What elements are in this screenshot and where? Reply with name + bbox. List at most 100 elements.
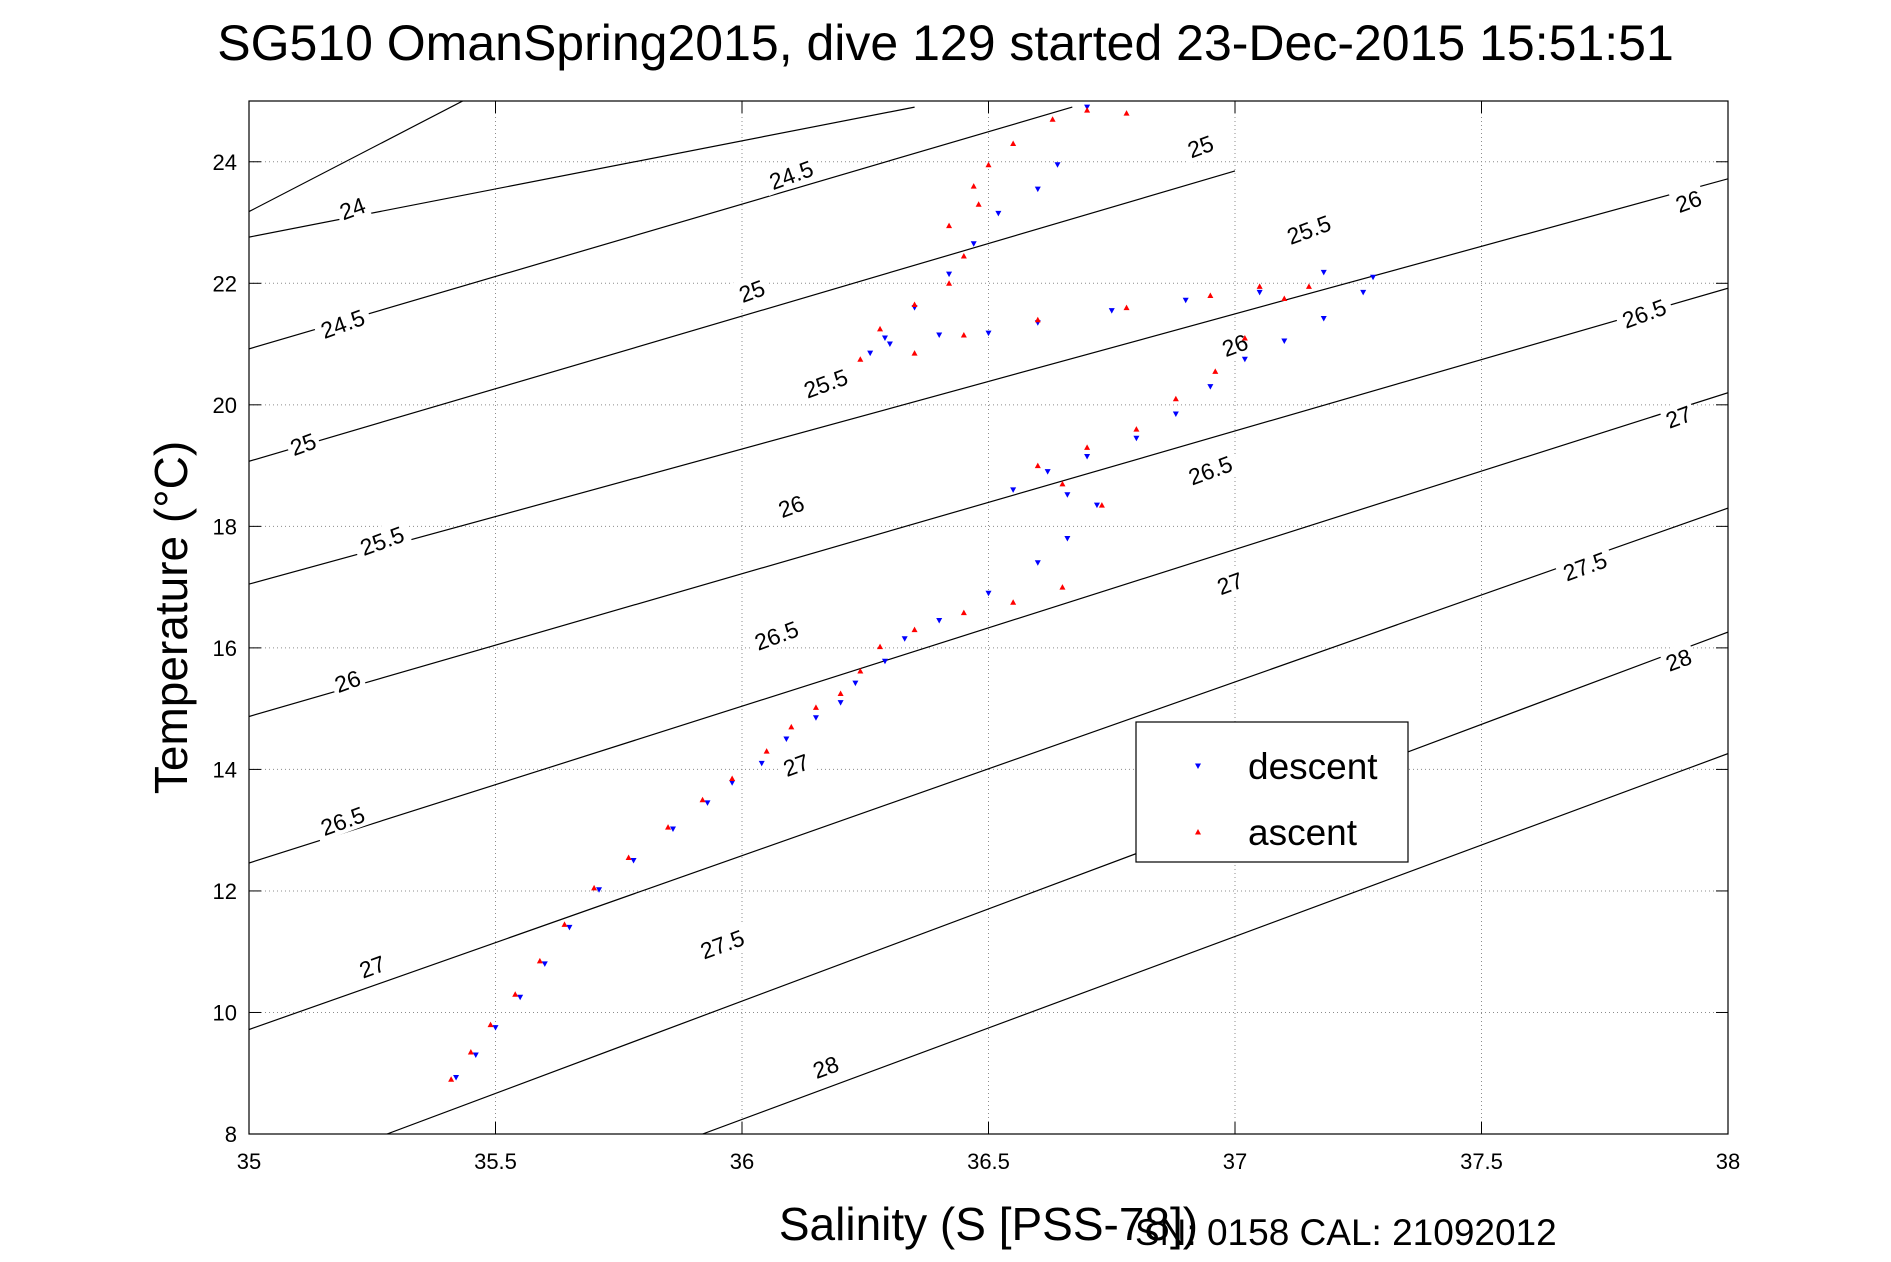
descent-series xyxy=(453,104,1377,1081)
ascent-point xyxy=(911,301,918,308)
descent-point xyxy=(630,858,637,864)
x-tick-label: 37.5 xyxy=(1460,1149,1503,1174)
isopycnal-label-bg xyxy=(732,272,772,308)
descent-point xyxy=(1084,453,1091,460)
x-tick-label: 37 xyxy=(1223,1149,1247,1174)
descent-point xyxy=(492,1025,499,1031)
y-tick-label: 22 xyxy=(213,271,237,296)
descent-point xyxy=(1034,560,1041,566)
isopycnal-label-bg xyxy=(311,798,374,842)
ascent-point xyxy=(699,796,706,803)
descent-point xyxy=(946,271,953,278)
descent-point xyxy=(970,241,977,247)
isopycnal-label-bg xyxy=(805,1048,845,1084)
descent-point xyxy=(1054,162,1061,168)
isopycnal-label-bg xyxy=(311,301,374,345)
isopycnal-label-bg xyxy=(283,425,323,462)
descent-point xyxy=(472,1052,479,1059)
descent-point xyxy=(936,618,943,624)
ascent-point xyxy=(970,183,977,189)
ascent-point xyxy=(729,775,736,782)
ascent-point xyxy=(1241,334,1248,341)
descent-point xyxy=(881,335,888,341)
ascent-point xyxy=(1034,462,1041,469)
isopycnal-label-bg xyxy=(1180,127,1220,164)
ascent-point xyxy=(763,748,770,754)
ascent-point xyxy=(536,957,543,964)
ascent-point xyxy=(1010,140,1017,147)
isopycnal-line xyxy=(702,753,1728,1134)
descent-point xyxy=(596,887,603,893)
x-tick-label: 35.5 xyxy=(474,1149,517,1174)
y-tick-label: 18 xyxy=(213,514,237,539)
data-markers xyxy=(448,104,1377,1082)
isopycnal-lines xyxy=(249,101,1728,1134)
isopycnal-label-bg xyxy=(1668,182,1708,219)
descent-point xyxy=(541,961,548,967)
descent-point xyxy=(1256,289,1263,296)
ascent-point xyxy=(960,609,967,616)
ascent-point xyxy=(857,356,864,362)
ascent-point xyxy=(1123,304,1130,311)
isopycnal-label: 27 xyxy=(776,746,816,782)
isopycnal-label-bg xyxy=(351,518,413,562)
descent-point xyxy=(1360,289,1367,296)
ascent-point xyxy=(1172,395,1179,402)
isopycnal-line xyxy=(249,106,1073,350)
ascent-point xyxy=(1212,368,1219,374)
ascent-point xyxy=(1034,316,1041,323)
y-tick-label: 24 xyxy=(213,150,237,175)
descent-point xyxy=(1010,487,1017,493)
ascent-point xyxy=(812,704,819,710)
isopycnal-line xyxy=(249,392,1728,864)
x-tick-label: 38 xyxy=(1716,1149,1740,1174)
x-tick-label: 35 xyxy=(237,1149,261,1174)
ascent-point xyxy=(877,325,884,332)
isopycnal-label-bg xyxy=(691,921,753,966)
isopycnal-label-bg xyxy=(776,746,816,782)
isopycnal-label-bg xyxy=(760,152,822,196)
descent-point xyxy=(1182,297,1189,304)
ascent-point xyxy=(1049,116,1056,122)
descent-point xyxy=(1044,469,1051,475)
isopycnal-label-bg xyxy=(327,662,367,699)
descent-point xyxy=(1320,269,1327,276)
ascent-point xyxy=(877,643,884,650)
ascent-point xyxy=(512,991,519,997)
descent-point xyxy=(881,658,888,665)
isopycnal-label-bg xyxy=(794,360,857,405)
descent-point xyxy=(837,700,844,706)
ascent-point xyxy=(625,854,632,861)
descent-point xyxy=(1370,274,1377,281)
ascent-point xyxy=(837,690,844,696)
ascent-point xyxy=(1133,426,1140,432)
descent-point xyxy=(704,800,711,806)
descent-point xyxy=(812,715,819,721)
ascent-point xyxy=(1084,444,1091,450)
descent-point xyxy=(1108,308,1115,314)
descent-point xyxy=(758,760,765,767)
descent-point xyxy=(867,350,874,357)
isopycnal-label-bg xyxy=(1658,398,1698,434)
descent-point xyxy=(566,924,573,931)
descent-point xyxy=(669,826,676,832)
ascent-point xyxy=(911,626,918,633)
ascent-point xyxy=(1207,292,1214,298)
legend: descent ascent xyxy=(1135,721,1409,863)
y-tick-label: 12 xyxy=(213,879,237,904)
ascent-point xyxy=(1010,599,1017,605)
isopycnal-line xyxy=(249,178,1728,585)
ascent-point xyxy=(665,824,672,830)
descent-point xyxy=(852,680,859,687)
legend-box xyxy=(1135,721,1409,863)
ascent-point xyxy=(946,222,953,229)
descent-point xyxy=(1207,384,1214,390)
y-tick-label: 10 xyxy=(213,1000,237,1025)
ascent-point xyxy=(1305,283,1312,289)
x-tick-label: 36.5 xyxy=(967,1149,1010,1174)
isopycnal-label-bg xyxy=(332,189,372,226)
isopycnal-line xyxy=(386,631,1728,1134)
descent-point xyxy=(1172,411,1179,417)
